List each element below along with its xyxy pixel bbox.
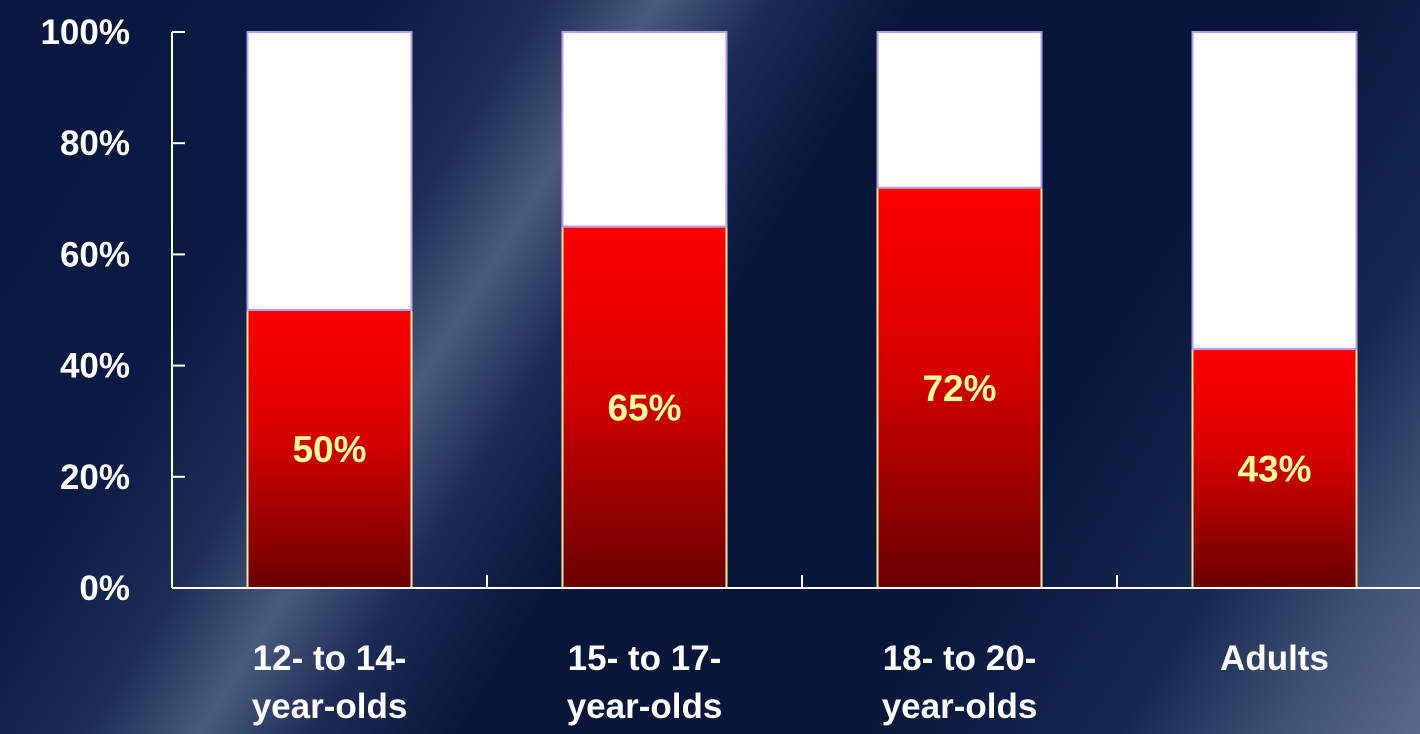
y-tick-label: 0% <box>79 569 130 608</box>
y-axis: 0% 20% 40% 60% 80% 100% <box>40 13 185 608</box>
bar-data-label: 50% <box>292 429 366 470</box>
x-category-label: 15- to 17- <box>568 639 722 678</box>
y-tick-label: 100% <box>40 13 130 52</box>
y-tick-label: 20% <box>60 458 130 497</box>
bar-segment-remainder <box>561 31 728 228</box>
bar-segment-remainder <box>876 31 1043 189</box>
x-category-label: 18- to 20- <box>883 639 1037 678</box>
y-tick-label: 60% <box>60 235 130 274</box>
bar-segment-value <box>876 186 1043 589</box>
bar-segment-value <box>1191 347 1358 590</box>
x-category-label: year-olds <box>882 687 1038 726</box>
y-tick-label: 40% <box>60 347 130 386</box>
x-category-label: Adults <box>1220 639 1329 678</box>
bar-data-label: 43% <box>1237 448 1311 489</box>
bar-segment-remainder <box>246 31 413 311</box>
x-category-label: 12- to 14- <box>253 639 407 678</box>
bar-data-label: 72% <box>922 368 996 409</box>
bar-data-label: 65% <box>607 387 681 428</box>
x-category-label: year-olds <box>252 687 408 726</box>
bar-segment-remainder <box>1191 31 1358 350</box>
x-axis: 12- to 14- year-olds 15- to 17- year-olds 18… <box>172 575 1420 726</box>
bar-segment-value <box>561 225 728 589</box>
x-category-label: year-olds <box>567 687 723 726</box>
y-tick-label: 80% <box>60 124 130 163</box>
bars: 50% 65% 72% 43% <box>246 31 1358 590</box>
